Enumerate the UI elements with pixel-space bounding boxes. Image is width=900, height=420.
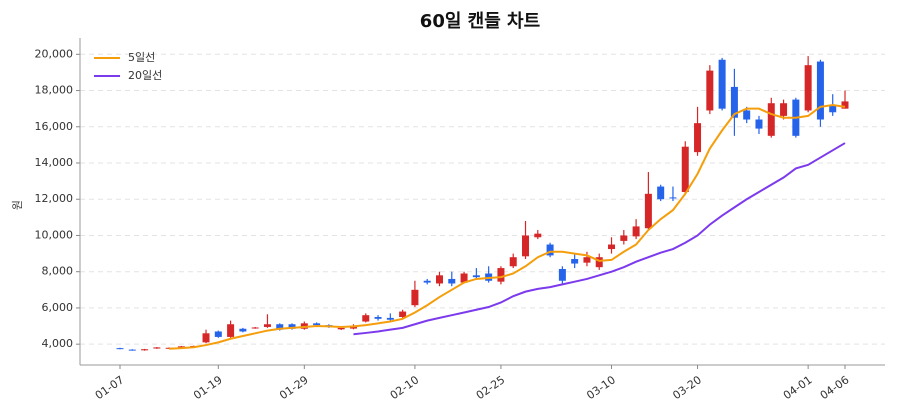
candle-body: [644, 193, 652, 229]
candle-body: [386, 317, 394, 320]
candle-body: [706, 70, 714, 111]
candle-body: [362, 315, 370, 322]
ma-line: [353, 142, 846, 336]
candle-body: [816, 61, 824, 120]
candle-body: [411, 289, 419, 306]
candle-body: [780, 103, 788, 116]
candle-body: [263, 324, 271, 327]
x-tick-label: 02-25: [474, 373, 508, 402]
candle-body: [620, 235, 628, 241]
candle-body: [153, 347, 161, 349]
candle-body: [755, 119, 763, 129]
y-tick-label: 10,000: [35, 228, 74, 241]
y-tick-label: 20,000: [35, 47, 74, 60]
candle-body: [571, 259, 579, 264]
candle-body: [276, 324, 284, 330]
x-tick-label: 02-10: [388, 373, 422, 402]
candle-body: [767, 103, 775, 136]
candle-body: [534, 233, 542, 238]
x-tick-label: 04-01: [781, 373, 815, 402]
candle-body: [730, 86, 738, 118]
candle-body: [509, 257, 517, 267]
candle-body: [657, 186, 665, 200]
candle-body: [632, 226, 640, 237]
candle-body: [239, 328, 247, 332]
candle-body: [227, 324, 235, 337]
ma-line: [169, 104, 846, 350]
candle-body: [583, 257, 591, 263]
candle-body: [116, 348, 124, 350]
x-tick-label: 01-29: [277, 373, 311, 402]
y-tick-label: 14,000: [35, 156, 74, 169]
candle-body: [669, 197, 677, 199]
candle-body: [841, 101, 849, 109]
legend-label: 5일선: [128, 50, 155, 64]
candle-body: [608, 244, 616, 250]
x-tick-label: 04-06: [818, 373, 852, 402]
candle-body: [681, 146, 689, 192]
x-tick-label: 03-20: [670, 373, 704, 402]
y-tick-label: 6,000: [42, 301, 74, 314]
candle-body: [288, 324, 296, 329]
candle-body: [522, 235, 530, 257]
candle-body: [423, 280, 431, 283]
candle-body: [251, 327, 259, 329]
y-tick-label: 16,000: [35, 120, 74, 133]
candle-body: [448, 278, 456, 284]
y-tick-label: 12,000: [35, 192, 74, 205]
candle-body: [337, 327, 345, 330]
y-tick-label: 18,000: [35, 84, 74, 97]
candle-body: [804, 65, 812, 111]
candle-body: [141, 349, 149, 351]
y-tick-label: 8,000: [42, 265, 74, 278]
candle-body: [435, 275, 443, 284]
candle-body: [829, 105, 837, 113]
candle-body: [694, 123, 702, 153]
candle-body: [374, 316, 382, 319]
x-tick-label: 01-19: [191, 373, 225, 402]
x-tick-label: 01-07: [93, 373, 127, 402]
x-tick-label: 03-10: [584, 373, 618, 402]
chart-title: 60일 캔들 차트: [420, 11, 540, 32]
candle-body: [177, 346, 185, 348]
candle-body: [718, 59, 726, 109]
candle-body: [497, 268, 505, 282]
legend-label: 20일선: [128, 68, 162, 82]
candle-body: [595, 257, 603, 268]
candle-body: [546, 244, 554, 256]
candle-body: [472, 275, 480, 278]
candle-body: [558, 268, 566, 281]
candle-body: [399, 311, 407, 317]
y-tick-label: 4,000: [42, 337, 74, 350]
candle-body: [214, 331, 222, 337]
y-axis-label: 원: [11, 200, 24, 210]
candle-body: [313, 323, 321, 326]
candle-body: [743, 110, 751, 120]
candle-body: [460, 273, 468, 283]
candle-body: [202, 333, 210, 343]
candle-body: [128, 349, 136, 351]
